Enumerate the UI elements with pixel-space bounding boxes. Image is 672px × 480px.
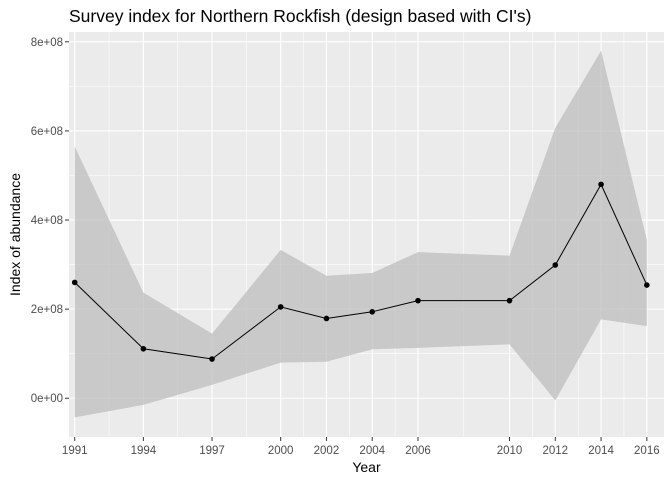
data-point [140, 345, 147, 352]
x-tick-label: 1997 [199, 445, 225, 457]
data-point [415, 297, 421, 304]
data-point [506, 297, 513, 304]
data-point [598, 181, 604, 188]
x-axis-label: Year [352, 459, 381, 475]
y-axis-label: Index of abundance [7, 173, 23, 296]
x-tick-label: 1994 [131, 445, 157, 457]
data-point [644, 282, 650, 288]
y-tick-label: 2e+08 [31, 304, 63, 316]
y-tick-label: 0e+00 [31, 393, 63, 405]
data-point [552, 262, 559, 268]
x-tick-label: 2002 [314, 445, 340, 457]
x-tick-label: 2004 [359, 445, 385, 457]
x-tick-label: 1991 [62, 445, 88, 457]
x-tick-label: 2014 [588, 445, 614, 457]
data-point [277, 304, 284, 310]
data-point [209, 356, 215, 362]
data-point [323, 315, 330, 322]
y-tick-label: 6e+08 [31, 126, 63, 138]
x-tick-label: 2012 [543, 445, 569, 457]
data-point [369, 309, 376, 315]
y-tick-label: 8e+08 [31, 37, 63, 49]
data-point [71, 279, 78, 286]
data-points [71, 181, 650, 362]
x-tick-label: 2016 [634, 445, 660, 457]
x-tick-label: 2006 [405, 445, 431, 457]
x-axis: 1991 1994 1997 2000 2002 2004 2006 2010 2012 2014… [62, 437, 660, 457]
y-tick-label: 4e+08 [31, 215, 63, 227]
chart-title: Survey index for Northern Rockfish (desi… [69, 6, 532, 26]
x-tick-label: 2010 [497, 445, 523, 457]
y-axis: 0e+00 2e+08 4e+08 6e+08 8e+08 [31, 37, 69, 405]
x-tick-label: 2000 [268, 445, 294, 457]
confidence-ribbon [74, 50, 647, 418]
